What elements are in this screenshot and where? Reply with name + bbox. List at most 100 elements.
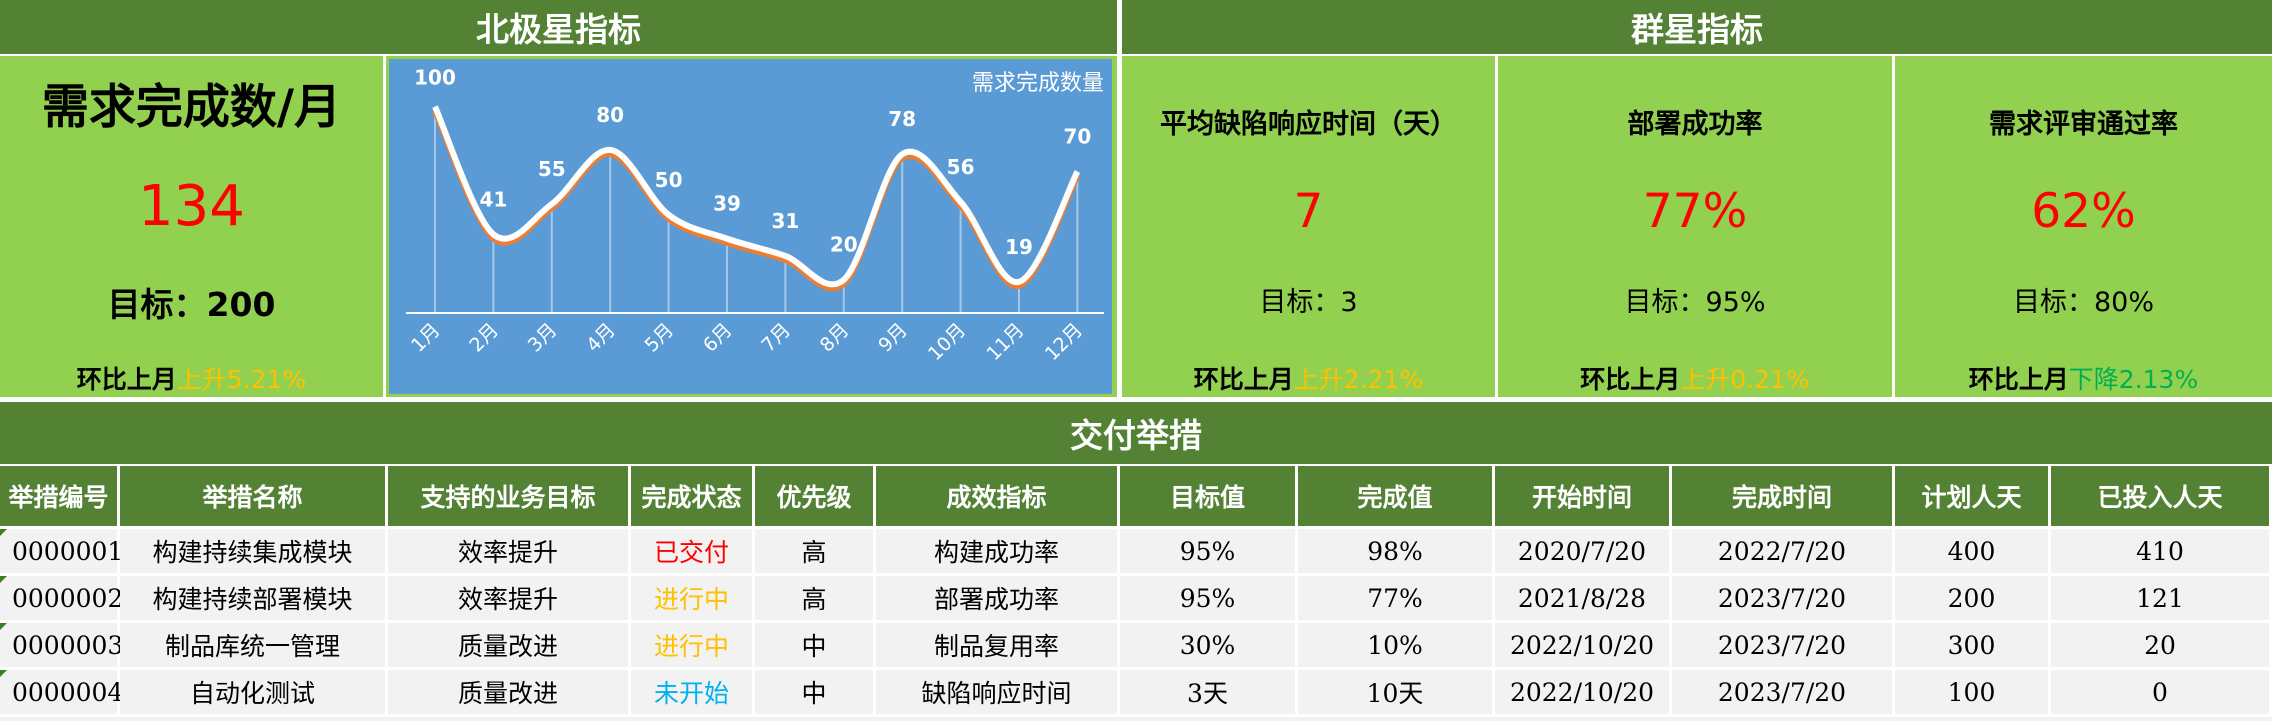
table-row[interactable]: 0000003 制品库统一管理 质量改进 进行中中制品复用率 30% 10% 2022/10… bbox=[0, 623, 2272, 667]
table-cell[interactable]: 77% bbox=[1298, 576, 1492, 620]
table-cell[interactable]: 自动化测试 bbox=[120, 670, 385, 714]
table-column-header: 完成状态 bbox=[631, 466, 755, 526]
star-kpi-compare: 环比上月下降2.13% bbox=[1895, 360, 2272, 396]
compare-prefix: 环比上月 bbox=[76, 365, 177, 394]
table-cell[interactable]: 2022/10/20 bbox=[1495, 670, 1669, 714]
compare-prefix: 环比上月 bbox=[1580, 365, 1681, 394]
table-cell[interactable]: 10% bbox=[1298, 623, 1492, 667]
table-cell[interactable]: 2023/7/20 bbox=[1672, 670, 1892, 714]
table-cell[interactable]: 0000004 bbox=[0, 670, 123, 714]
star-kpi-card: 部署成功率 77% 目标：95% 环比上月上升0.21% bbox=[1498, 56, 1892, 397]
table-cell[interactable]: 进行中 bbox=[631, 623, 752, 667]
star-kpi-target: 目标：3 bbox=[1259, 287, 1358, 318]
table-cell[interactable]: 2022/10/20 bbox=[1495, 623, 1669, 667]
compare-prefix: 环比上月 bbox=[1193, 365, 1294, 394]
polaris-header: 北极星指标 bbox=[0, 0, 1117, 54]
demand-chart: 需求完成数量 100 41 55 80 50 39 31 20 78 56 19 70 1月 2月 3月 4… bbox=[386, 56, 1117, 397]
table-cell[interactable]: 0000003 bbox=[0, 623, 123, 667]
data-label: 80 bbox=[596, 103, 624, 127]
star-kpi-value: 77% bbox=[1642, 184, 1748, 239]
table-cell[interactable]: 300 bbox=[1895, 623, 2048, 667]
table-cell[interactable]: 进行中 bbox=[631, 576, 752, 620]
star-kpi-compare: 环比上月上升0.21% bbox=[1498, 360, 1892, 396]
table-cell[interactable]: 未开始 bbox=[631, 670, 752, 714]
data-label: 78 bbox=[888, 107, 916, 131]
data-label: 56 bbox=[947, 155, 975, 179]
table-cell[interactable]: 95% bbox=[1120, 576, 1295, 620]
table-cell[interactable]: 质量改进 bbox=[388, 670, 628, 714]
table-row[interactable]: 0000002 构建持续部署模块 效率提升 进行中高部署成功率 95% 77% 2021/8… bbox=[0, 576, 2272, 620]
table-cell[interactable]: 410 bbox=[2051, 529, 2269, 573]
compare-change: 下降2.13% bbox=[2068, 365, 2199, 394]
table-cell[interactable]: 构建持续部署模块 bbox=[120, 576, 385, 620]
table-cell[interactable]: 构建成功率 bbox=[876, 529, 1117, 573]
data-label: 70 bbox=[1063, 125, 1091, 149]
table-cell[interactable]: 20 bbox=[2051, 623, 2269, 667]
table-cell[interactable]: 中 bbox=[755, 623, 873, 667]
polaris-kpi-value: 134 bbox=[138, 174, 245, 239]
table-cell[interactable]: 中 bbox=[755, 670, 873, 714]
card-divider bbox=[1495, 56, 1498, 397]
table-cell[interactable]: 2021/8/28 bbox=[1495, 576, 1669, 620]
table-cell[interactable]: 3天 bbox=[1120, 670, 1295, 714]
table-column-header: 举措名称 bbox=[120, 466, 388, 526]
table-cell[interactable]: 制品库统一管理 bbox=[120, 623, 385, 667]
star-kpi-value: 7 bbox=[1293, 184, 1324, 239]
table-cell[interactable]: 30% bbox=[1120, 623, 1295, 667]
header-divider bbox=[1117, 0, 1122, 54]
table-cell[interactable]: 构建持续集成模块 bbox=[120, 529, 385, 573]
table-cell[interactable]: 121 bbox=[2051, 576, 2269, 620]
measures-header: 交付举措 bbox=[0, 402, 2272, 464]
data-label: 100 bbox=[414, 66, 456, 90]
table-cell[interactable]: 95% bbox=[1120, 529, 1295, 573]
table-column-header: 开始时间 bbox=[1495, 466, 1672, 526]
data-label: 50 bbox=[655, 168, 683, 192]
table-cell[interactable]: 2023/7/20 bbox=[1672, 623, 1892, 667]
table-column-header: 举措编号 bbox=[0, 466, 120, 526]
table-cell[interactable]: 高 bbox=[755, 529, 873, 573]
table-cell[interactable]: 98% bbox=[1298, 529, 1492, 573]
compare-change: 上升5.21% bbox=[176, 365, 307, 394]
table-column-header: 成效指标 bbox=[876, 466, 1120, 526]
data-label: 31 bbox=[771, 209, 799, 233]
compare-change: 上升0.21% bbox=[1680, 365, 1810, 394]
table-cell[interactable]: 200 bbox=[1895, 576, 2048, 620]
table-column-header: 已投入人天 bbox=[2051, 466, 2272, 526]
table-cell[interactable]: 0 bbox=[2051, 670, 2269, 714]
star-kpi-title: 平均缺陷响应时间（天） bbox=[1160, 109, 1457, 140]
table-row[interactable]: 0000004 自动化测试 质量改进 未开始中缺陷响应时间 3天 10天 2022/10/2… bbox=[0, 670, 2272, 714]
star-kpi-value: 62% bbox=[2031, 184, 2136, 239]
table-cell[interactable]: 2022/7/20 bbox=[1672, 529, 1892, 573]
table-cell[interactable]: 400 bbox=[1895, 529, 2048, 573]
star-kpi-card: 平均缺陷响应时间（天） 7 目标：3 环比上月上升2.21% bbox=[1122, 56, 1495, 397]
table-cell[interactable]: 部署成功率 bbox=[876, 576, 1117, 620]
table-cell[interactable]: 10天 bbox=[1298, 670, 1492, 714]
table-column-header: 完成值 bbox=[1298, 466, 1495, 526]
table-cell[interactable]: 制品复用率 bbox=[876, 623, 1117, 667]
compare-change: 上升2.21% bbox=[1293, 365, 1424, 394]
data-label: 39 bbox=[713, 192, 741, 216]
star-kpi-target: 目标：80% bbox=[2012, 287, 2154, 318]
table-cell[interactable]: 0000002 bbox=[0, 576, 123, 620]
table-column-header: 完成时间 bbox=[1672, 466, 1895, 526]
table-cell[interactable]: 效率提升 bbox=[388, 529, 628, 573]
star-kpi-card: 需求评审通过率 62% 目标：80% 环比上月下降2.13% bbox=[1895, 56, 2272, 397]
table-cell[interactable]: 0000001 bbox=[0, 529, 123, 573]
table-cell[interactable]: 2020/7/20 bbox=[1495, 529, 1669, 573]
table-cell[interactable]: 效率提升 bbox=[388, 576, 628, 620]
table-cell[interactable]: 2023/7/20 bbox=[1672, 576, 1892, 620]
table-cell[interactable]: 质量改进 bbox=[388, 623, 628, 667]
compare-prefix: 环比上月 bbox=[1968, 365, 2069, 394]
chart-title: 需求完成数量 bbox=[972, 71, 1104, 96]
series-line bbox=[432, 105, 1081, 288]
table-cell[interactable]: 高 bbox=[755, 576, 873, 620]
table-cell[interactable]: 已交付 bbox=[631, 529, 752, 573]
data-label: 19 bbox=[1005, 235, 1033, 259]
data-label: 41 bbox=[479, 187, 507, 211]
error-indicator-icon bbox=[0, 623, 7, 630]
table-cell[interactable]: 100 bbox=[1895, 670, 2048, 714]
data-label: 20 bbox=[830, 233, 858, 257]
table-row[interactable]: 0000001 构建持续集成模块 效率提升 已交付高构建成功率 95% 98% 2020/7… bbox=[0, 529, 2272, 573]
table-cell[interactable]: 缺陷响应时间 bbox=[876, 670, 1117, 714]
